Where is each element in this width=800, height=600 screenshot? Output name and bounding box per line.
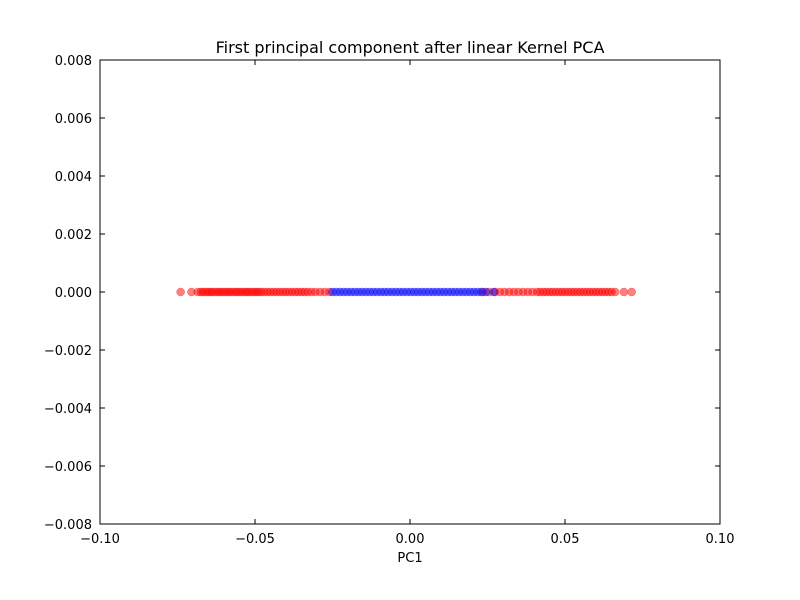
- y-axis: 0.008 0.006 0.004 0.002 0.000 −0.002 −0.004 −0.…: [44, 54, 720, 533]
- y-tick-label: 0.006: [55, 112, 92, 127]
- y-tick-label: 0.000: [55, 286, 92, 301]
- y-tick-label: −0.002: [44, 344, 92, 359]
- y-tick-label: 0.004: [55, 170, 92, 185]
- y-tick-label: −0.004: [44, 402, 92, 417]
- y-tick-label: 0.008: [55, 54, 92, 69]
- y-tick-label: −0.008: [44, 518, 92, 533]
- scatter-point: [489, 287, 498, 297]
- x-axis: −0.10 −0.05 0.00 0.05 0.10: [80, 60, 734, 547]
- chart-title: First principal component after linear K…: [216, 38, 605, 57]
- x-tick-label: 0.10: [706, 532, 735, 547]
- scatter-point: [619, 287, 629, 297]
- x-tick-label: 0.00: [396, 532, 425, 547]
- y-tick-label: 0.002: [55, 228, 92, 243]
- x-tick-label: −0.10: [80, 532, 120, 547]
- scatter-point: [176, 287, 185, 297]
- x-tick-label: 0.05: [551, 532, 580, 547]
- y-tick-label: −0.006: [44, 460, 92, 475]
- x-tick-label: −0.05: [235, 532, 275, 547]
- scatter-point: [610, 287, 620, 297]
- scatter-points: [176, 287, 636, 297]
- scatter-point: [627, 287, 636, 297]
- x-axis-label: PC1: [397, 551, 422, 566]
- scatter-point: [481, 287, 491, 297]
